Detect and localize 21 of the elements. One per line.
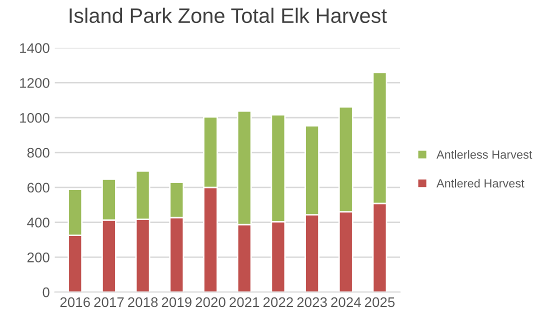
x-tick-label: 2018 [128,297,158,308]
legend-label: Antlerless Harvest [436,150,532,159]
y-tick-label: 1200 [20,78,50,88]
y-tick-label: 1400 [20,43,50,54]
legend-label: Antlered Harvest [436,178,524,188]
x-tick-label: 2020 [196,297,226,308]
x-tick-label: 2017 [94,297,124,308]
chart-title: Island Park Zone Total Elk Harvest [70,8,387,24]
y-tick-label: 200 [27,252,50,262]
x-tick-label: 2016 [60,297,90,308]
y-tick-label: 800 [27,148,50,158]
x-tick-label: 2021 [230,297,260,308]
x-tick-label: 2022 [263,297,293,308]
y-tick-label: 400 [27,218,50,228]
x-tick-label: 2019 [162,297,192,308]
y-tick-label: 600 [27,182,50,193]
x-tick-label: 2024 [331,297,361,308]
x-tick-label: 2025 [364,297,395,308]
y-tick-label: 1000 [20,112,50,123]
x-tick-label: 2023 [297,297,327,308]
y-tick-label: 0 [42,287,50,298]
